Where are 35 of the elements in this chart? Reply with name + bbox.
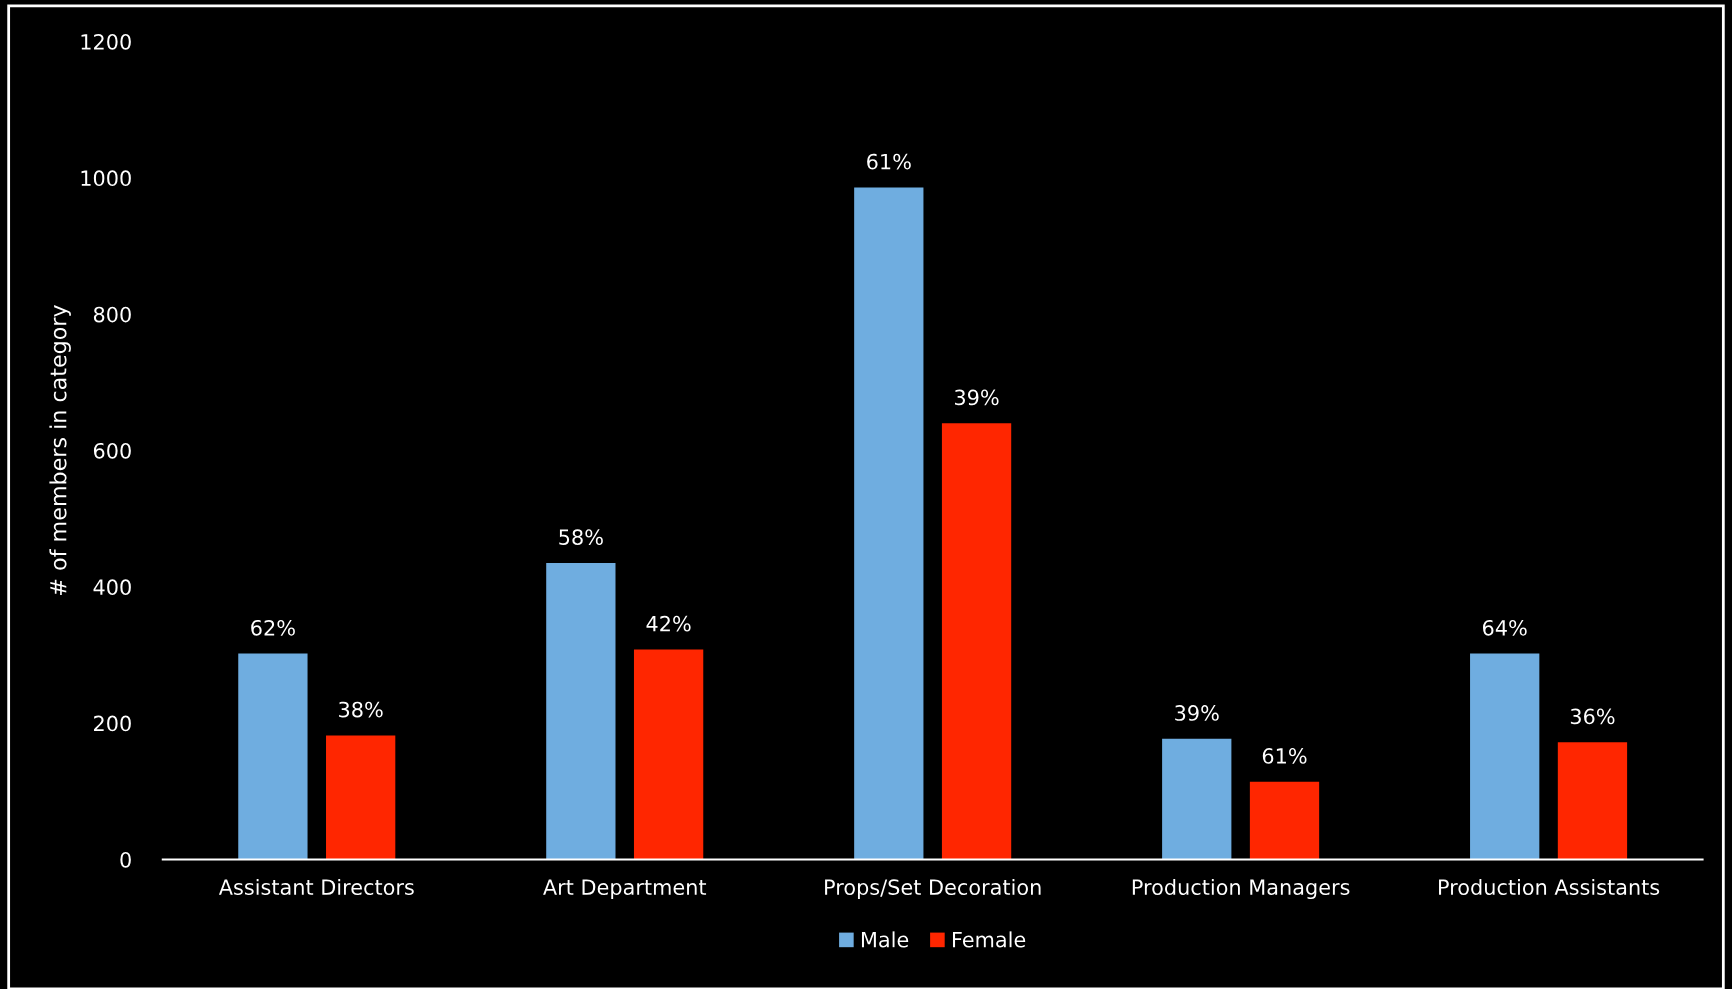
x-tick-label: Props/Set Decoration <box>825 878 1041 900</box>
annotation: 39% <box>1175 705 1219 721</box>
y-tick-label: 600 <box>93 442 131 459</box>
legend-label: Male <box>861 931 909 948</box>
y-tick-label: 0 <box>120 851 131 868</box>
bar <box>1557 742 1628 860</box>
annotation: 64% <box>1483 619 1527 636</box>
bar <box>1249 781 1320 860</box>
y-axis-title: # of members in category <box>49 305 71 595</box>
y-tick-label: 400 <box>93 579 131 596</box>
annotation: 42% <box>646 615 691 632</box>
annotation: 39% <box>955 389 999 406</box>
annotation: 61% <box>867 153 911 170</box>
annotation: 58% <box>559 529 603 546</box>
bar <box>633 649 704 860</box>
y-tick-label: 200 <box>94 715 131 732</box>
annotation: 61% <box>1262 748 1307 764</box>
x-tick-label: Production Assistants <box>1439 878 1660 896</box>
bar <box>326 735 396 860</box>
annotation: 36% <box>1570 708 1615 725</box>
bar <box>1162 738 1232 860</box>
bar <box>854 187 924 860</box>
annotation: 62% <box>251 619 295 636</box>
x-tick-label: Art Department <box>543 879 707 900</box>
legend-label: Female <box>952 931 1026 948</box>
x-tick-label: Assistant Directors <box>218 878 414 896</box>
y-tick-label: 800 <box>93 306 131 323</box>
bar <box>941 423 1012 860</box>
x-tick-label: Production Managers <box>1132 878 1350 900</box>
bar <box>238 653 308 860</box>
y-tick-label: 1200 <box>81 33 131 50</box>
annotation: 38% <box>339 701 383 718</box>
bar <box>546 562 616 860</box>
y-tick-label: 1000 <box>81 170 131 187</box>
bar <box>1470 653 1540 860</box>
